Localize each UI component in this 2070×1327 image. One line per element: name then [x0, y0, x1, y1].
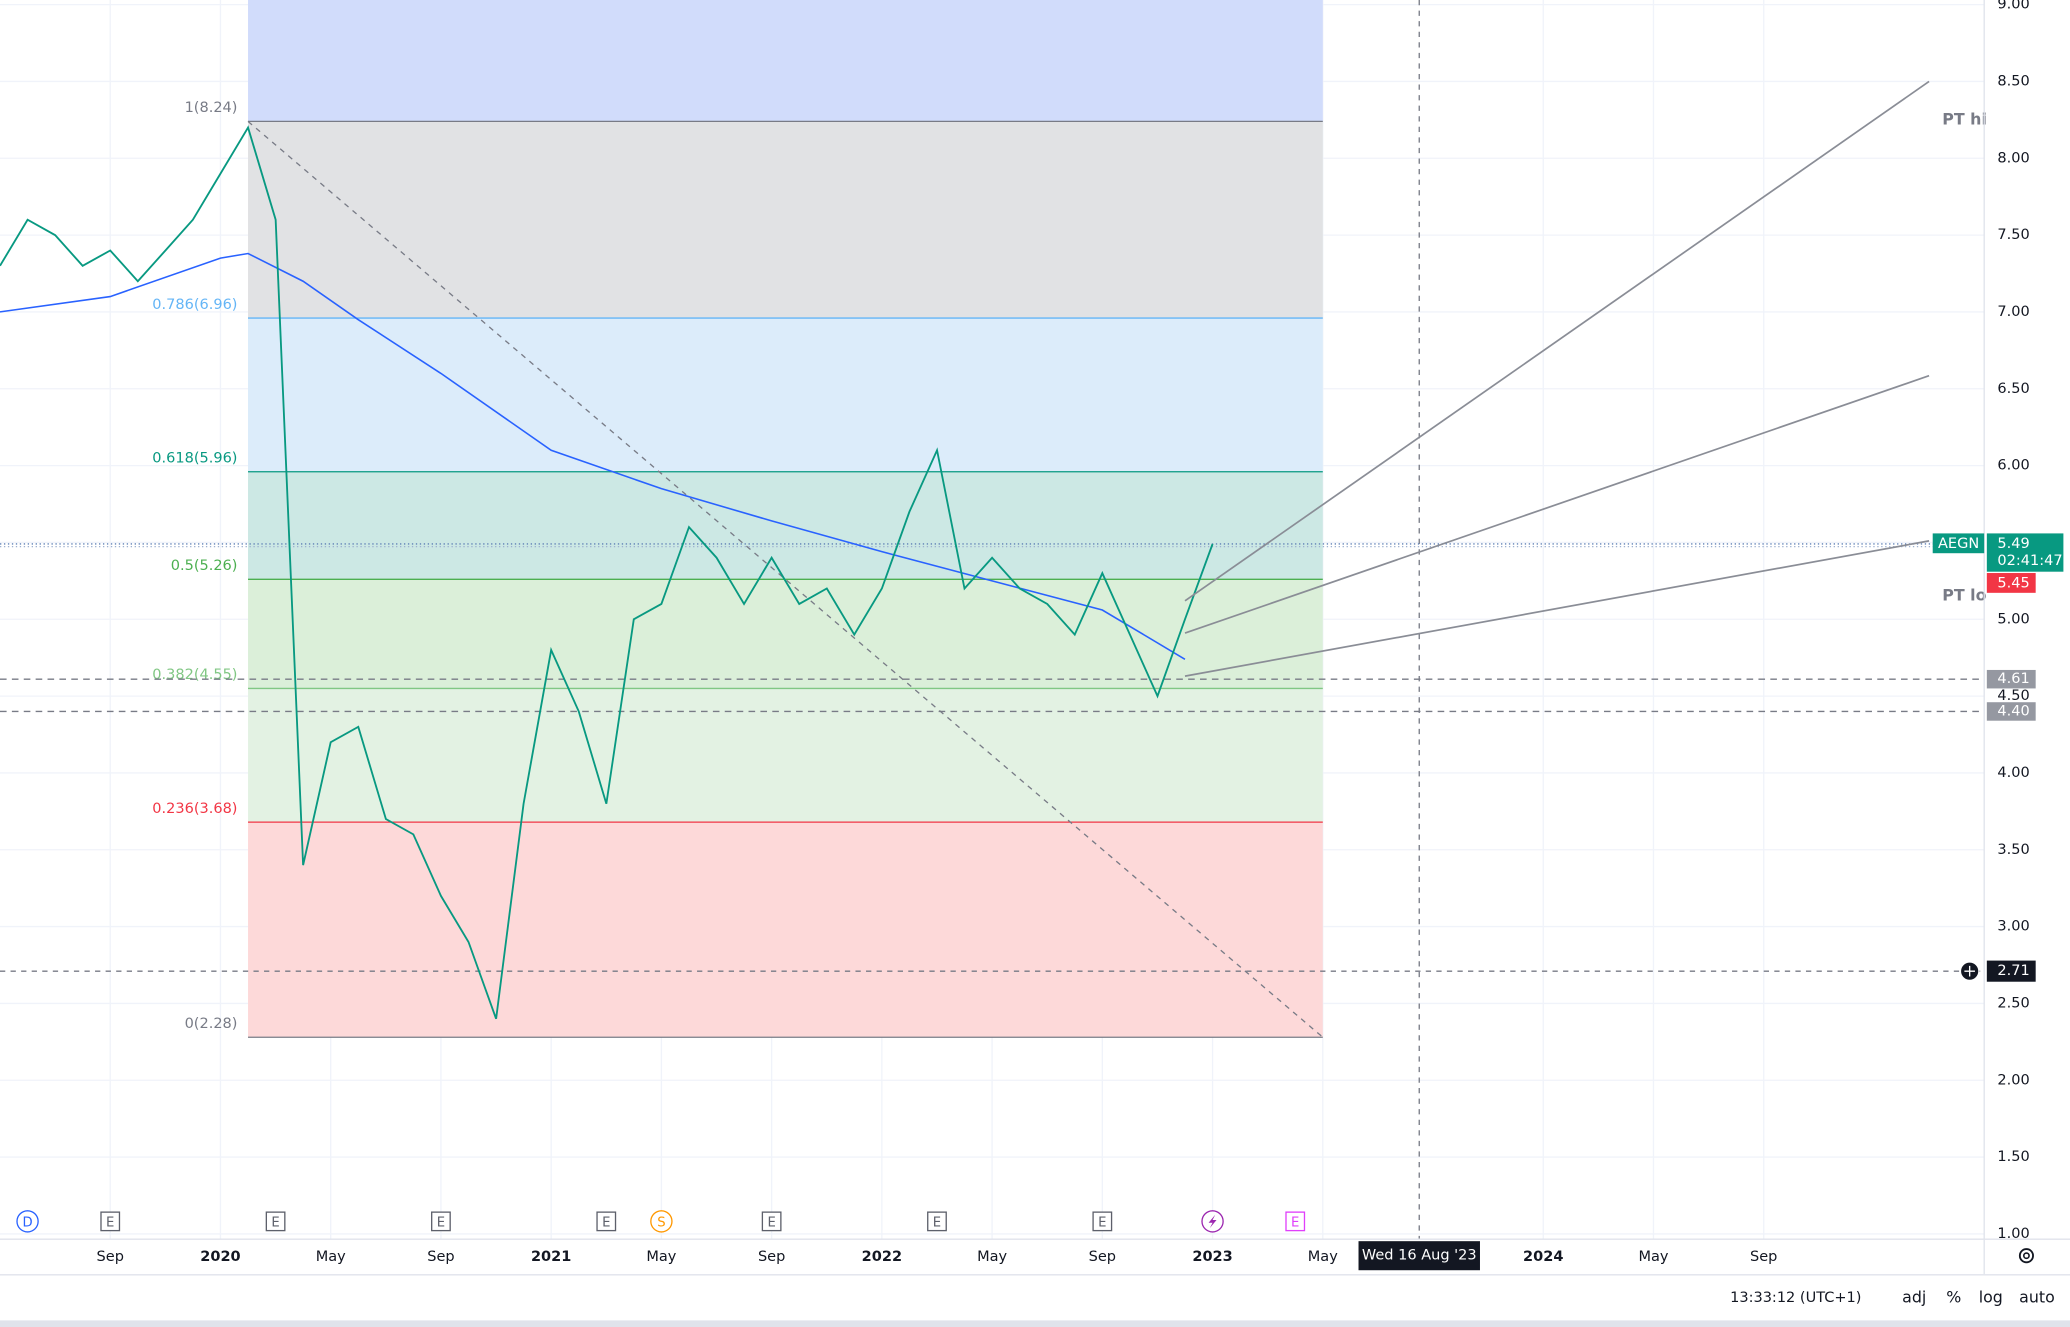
crosshair-x-label: Wed 16 Aug '23: [1362, 1248, 1477, 1264]
fib-label: 0.5(5.26): [171, 558, 238, 574]
event-label: E: [933, 1216, 941, 1231]
x-tick-label: May: [977, 1249, 1007, 1265]
toolbar-button[interactable]: auto: [2019, 1287, 2055, 1306]
annotation: PT hi: [1942, 109, 1987, 128]
x-tick-label: Sep: [427, 1249, 454, 1265]
price-tag-label: 4.40: [1997, 703, 2029, 719]
y-tick-label: 9.00: [1997, 0, 2029, 13]
fib-zone: [248, 318, 1323, 472]
x-tick-label: 2022: [862, 1249, 902, 1265]
last-price-label: 5.49: [1997, 536, 2029, 552]
fib-label: 0.786(6.96): [152, 297, 237, 313]
fib-label: 1(8.24): [185, 100, 238, 116]
y-tick-label: 4.50: [1997, 688, 2029, 704]
fib-zone: [248, 121, 1323, 318]
x-tick-label: 2023: [1192, 1249, 1232, 1265]
fib-label: 0.236(3.68): [152, 801, 237, 817]
x-tick-label: May: [646, 1249, 676, 1265]
fib-label: 0.618(5.96): [152, 451, 237, 467]
toolbar-button[interactable]: adj: [1902, 1287, 1926, 1306]
x-tick-label: Sep: [97, 1249, 124, 1265]
prev-close-label: 5.45: [1997, 576, 2029, 592]
y-tick-label: 5.00: [1997, 611, 2029, 627]
x-tick-label: 2024: [1523, 1249, 1563, 1265]
y-tick-label: 1.00: [1997, 1226, 2029, 1242]
y-tick-label: 8.50: [1997, 73, 2029, 89]
event-label: D: [22, 1216, 32, 1231]
event-label: S: [657, 1216, 665, 1231]
event-label: E: [271, 1216, 279, 1231]
x-tick-label: 2021: [531, 1249, 571, 1265]
event-label: E: [437, 1216, 445, 1231]
x-tick-label: May: [1308, 1249, 1338, 1265]
annotation: PT lo: [1942, 586, 1986, 605]
fib-zone: [248, 688, 1323, 822]
fib-zone: [248, 0, 1323, 121]
event-label: E: [1098, 1216, 1106, 1231]
x-tick-label: May: [1638, 1249, 1668, 1265]
toolbar-button[interactable]: %: [1946, 1287, 1961, 1306]
y-tick-label: 6.50: [1997, 381, 2029, 397]
y-tick-label: 7.50: [1997, 227, 2029, 243]
event-label: E: [1291, 1216, 1299, 1231]
y-tick-label: 3.00: [1997, 919, 2029, 935]
toolbar-button[interactable]: log: [1979, 1287, 2003, 1306]
fib-zone: [248, 579, 1323, 688]
y-tick-label: 3.50: [1997, 842, 2029, 858]
fib-label: 0.382(4.55): [152, 667, 237, 683]
x-tick-label: 2020: [200, 1249, 240, 1265]
y-tick-label: 1.50: [1997, 1149, 2029, 1165]
x-tick-label: May: [316, 1249, 346, 1265]
y-tick-label: 8.00: [1997, 150, 2029, 166]
y-tick-label: 6.00: [1997, 458, 2029, 474]
clock: 13:33:12 (UTC+1): [1730, 1290, 1861, 1306]
price-tag-label: 4.61: [1997, 671, 2029, 687]
symbol-label: AEGN: [1938, 536, 1979, 552]
crosshair-y-label: 2.71: [1997, 963, 2029, 979]
y-tick-label: 4.00: [1997, 765, 2029, 781]
y-tick-label: 2.00: [1997, 1072, 2029, 1088]
bottom-strip: [0, 1320, 2070, 1327]
fib-label: 0(2.28): [185, 1016, 238, 1032]
event-label: E: [602, 1216, 610, 1231]
x-tick-label: Sep: [1750, 1249, 1777, 1265]
event-label: E: [767, 1216, 775, 1231]
y-tick-label: 2.50: [1997, 995, 2029, 1011]
event-label: E: [106, 1216, 114, 1231]
y-tick-label: 7.00: [1997, 304, 2029, 320]
x-tick-label: Sep: [1089, 1249, 1116, 1265]
countdown: 02:41:47: [1997, 553, 2062, 569]
fib-zone: [248, 822, 1323, 1037]
x-tick-label: Sep: [758, 1249, 785, 1265]
